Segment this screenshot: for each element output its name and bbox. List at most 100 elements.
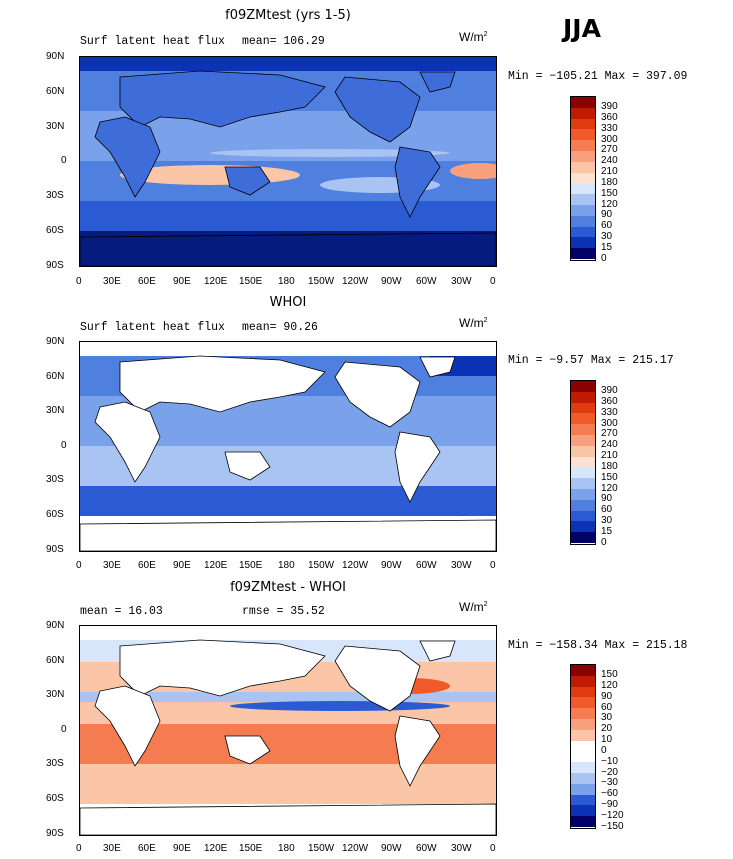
lat-tick-label: 0 (61, 155, 67, 166)
colorbar-swatch (571, 488, 595, 500)
colorbar-label: 360 (601, 396, 618, 407)
colorbar-swatch (571, 248, 595, 260)
lat-tick-label: 30S (46, 190, 64, 201)
colorbar-swatch (571, 794, 595, 806)
colorbar-label: 270 (601, 428, 618, 439)
lon-tick-label: 120W (342, 560, 369, 571)
colorbar-swatch (571, 499, 595, 511)
colorbar-swatch (571, 237, 595, 249)
colorbar-label: −20 (601, 767, 618, 778)
colorbar (570, 96, 596, 261)
colorbar-swatch (571, 445, 595, 457)
colorbar-label: −30 (601, 777, 618, 788)
colorbar-label: 270 (601, 144, 618, 155)
lon-tick-label: 60E (138, 276, 156, 287)
panel-title: WHOI (269, 295, 307, 310)
colorbar-label: 180 (601, 177, 618, 188)
colorbar-label: 30 (601, 515, 613, 526)
colorbar-label: 60 (601, 504, 613, 515)
lon-tick-label: 90W (381, 843, 402, 854)
colorbar-label: 15 (601, 526, 613, 537)
colorbar-label: 10 (601, 734, 613, 745)
variable-label: Surf latent heat flux (80, 35, 225, 48)
colorbar-swatch (571, 686, 595, 698)
lon-tick-label: 30E (103, 276, 121, 287)
units-label: W/m2 (459, 600, 488, 614)
colorbar-swatch (571, 434, 595, 446)
lon-tick-label: 60W (416, 560, 437, 571)
colorbar-label: −10 (601, 756, 618, 767)
colorbar-swatch (571, 97, 595, 108)
colorbar-label: −150 (601, 821, 624, 832)
lon-tick-label: 90E (173, 276, 191, 287)
colorbar-label: 360 (601, 112, 618, 123)
colorbar-swatch (571, 478, 595, 489)
colorbar-swatch (571, 467, 595, 479)
lat-tick-label: 60S (46, 509, 64, 520)
colorbar-swatch (571, 675, 595, 687)
colorbar-label: 150 (601, 669, 618, 680)
minmax-label: Min = −9.57 Max = 215.17 (508, 354, 674, 367)
colorbar-label: 20 (601, 723, 613, 734)
colorbar-swatch (571, 413, 595, 425)
colorbar-label: 150 (601, 188, 618, 199)
lat-tick-label: 90N (46, 51, 65, 62)
colorbar-label: 90 (601, 209, 613, 220)
lon-tick-label: 60E (138, 843, 156, 854)
colorbar-label: 390 (601, 385, 618, 396)
colorbar-swatch (571, 172, 595, 184)
colorbar-swatch (571, 424, 595, 435)
lat-tick-label: 60N (46, 86, 65, 97)
colorbar-label: 210 (601, 450, 618, 461)
mean-label: mean = 16.03 (80, 605, 163, 618)
map-difference (80, 626, 496, 835)
lon-tick-label: 120W (342, 843, 369, 854)
colorbar-label: 0 (601, 537, 607, 548)
colorbar-swatch (571, 456, 595, 468)
units-label: W/m2 (459, 316, 488, 330)
colorbar-swatch (571, 194, 595, 205)
lon-tick-label: 0 (490, 843, 496, 854)
colorbar-label: 330 (601, 407, 618, 418)
lon-tick-label: 30E (103, 560, 121, 571)
colorbar-swatch (571, 183, 595, 195)
colorbar-label: 30 (601, 231, 613, 242)
lon-tick-label: 0 (76, 560, 82, 571)
panel-title: f09ZMtest (yrs 1-5) (225, 8, 351, 23)
colorbar-label: 30 (601, 712, 613, 723)
minmax-label: Min = −105.21 Max = 397.09 (508, 70, 688, 83)
colorbar-swatch (571, 129, 595, 141)
lat-tick-label: 90S (46, 828, 64, 839)
colorbar-label: 0 (601, 745, 607, 756)
colorbar-label: −60 (601, 788, 618, 799)
colorbar-swatch (571, 665, 595, 676)
lat-tick-label: 60S (46, 793, 64, 804)
colorbar-label: 90 (601, 493, 613, 504)
season-label: JJA (563, 14, 601, 43)
colorbar-label: −120 (601, 810, 624, 821)
lon-tick-label: 90E (173, 560, 191, 571)
colorbar-swatch (571, 729, 595, 741)
colorbar-swatch (571, 150, 595, 162)
lon-tick-label: 150E (239, 843, 263, 854)
colorbar-label: 390 (601, 101, 618, 112)
lon-tick-label: 0 (490, 560, 496, 571)
colorbar-label: 180 (601, 461, 618, 472)
mean-label: mean= 106.29 (242, 35, 325, 48)
colorbar-label: −90 (601, 799, 618, 810)
lon-tick-label: 120E (204, 560, 228, 571)
colorbar-label: 300 (601, 134, 618, 145)
map-frame (79, 56, 497, 267)
colorbar-swatch (571, 226, 595, 238)
lat-tick-label: 30N (46, 121, 65, 132)
lon-tick-label: 30E (103, 843, 121, 854)
colorbar-label: 120 (601, 199, 618, 210)
lon-tick-label: 180 (278, 560, 295, 571)
colorbar-label: 240 (601, 155, 618, 166)
lat-tick-label: 90N (46, 620, 65, 631)
colorbar-swatch (571, 762, 595, 773)
colorbar-swatch (571, 381, 595, 392)
lon-tick-label: 150W (308, 276, 335, 287)
lon-tick-label: 150W (308, 843, 335, 854)
colorbar-label: 120 (601, 483, 618, 494)
